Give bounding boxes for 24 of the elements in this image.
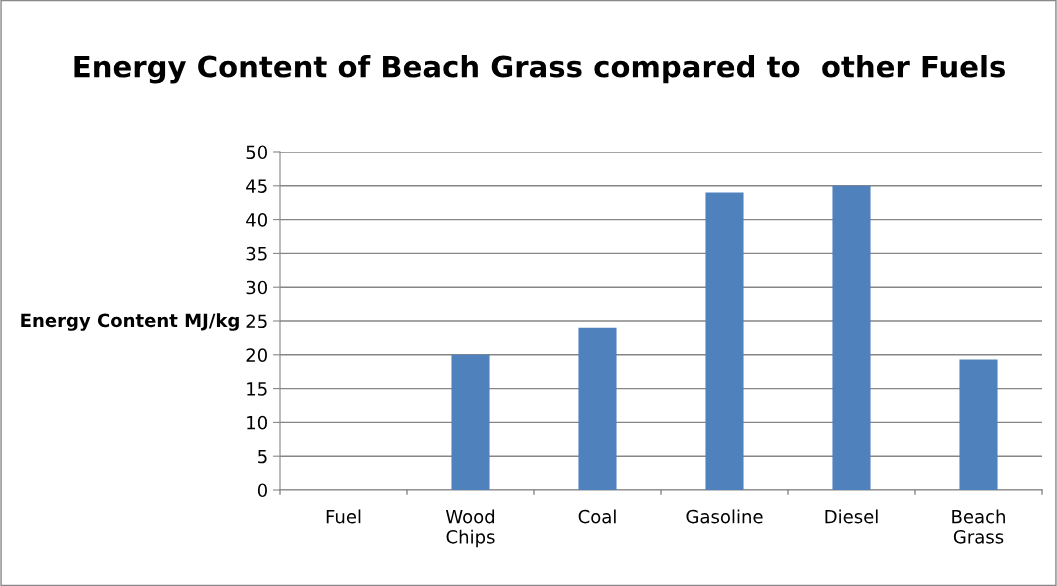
y-tick-label: 0 <box>257 483 267 498</box>
bar <box>959 359 998 490</box>
y-tick-label: 20 <box>246 348 267 362</box>
y-tick-label: 30 <box>246 280 267 295</box>
x-tick-label: Coal <box>578 509 616 524</box>
y-tick-label: 10 <box>247 415 267 430</box>
y-axis-title: Energy Content MJ/kg <box>21 313 239 331</box>
y-tick-label: 50 <box>246 145 267 160</box>
bar <box>578 327 617 490</box>
x-tick-label: Fuel <box>326 509 361 524</box>
y-tick-label: 45 <box>246 179 267 193</box>
y-tick-label: 25 <box>246 314 267 329</box>
y-tick-label: 35 <box>246 246 267 261</box>
x-tick-label: Gasoline <box>686 509 763 524</box>
y-tick-label: 15 <box>247 382 267 396</box>
chart-title: Energy Content of Beach Grass compared to other Fuels <box>74 55 1005 84</box>
y-tick-label: 5 <box>258 449 267 464</box>
bar <box>451 354 490 490</box>
x-tick-label: Diesel <box>825 509 878 524</box>
y-tick-label: 40 <box>246 213 267 227</box>
bar <box>832 185 871 490</box>
x-tick-label: Wood Chips <box>445 509 495 548</box>
bar <box>705 192 744 490</box>
x-tick-label: Beach Grass <box>952 509 1005 544</box>
